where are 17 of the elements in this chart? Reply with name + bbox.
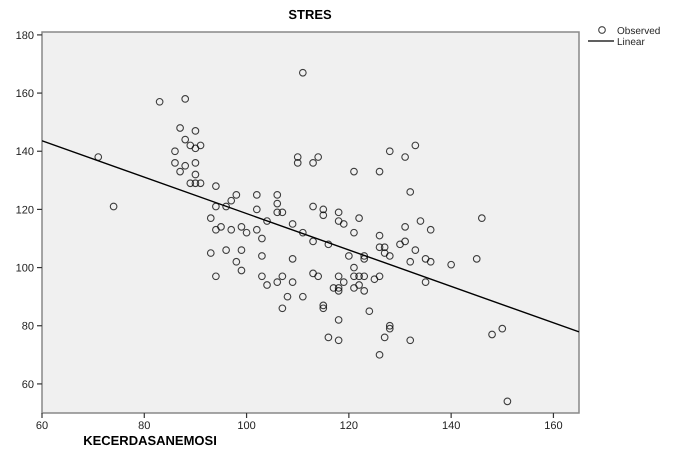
x-axis-title: KECERDASANEMOSI	[83, 433, 217, 448]
y-tick-label: 80	[22, 320, 34, 333]
chart-title: STRES	[288, 7, 332, 22]
x-tick-label: 120	[340, 420, 358, 432]
x-tick-label: 60	[36, 420, 48, 432]
x-tick-label: 140	[442, 420, 460, 432]
y-tick-label: 140	[16, 146, 34, 158]
y-tick-label: 160	[16, 88, 34, 100]
y-tick-label: 100	[16, 262, 34, 275]
x-tick-label: 80	[138, 420, 150, 432]
y-tick-label: 180	[16, 30, 34, 42]
x-tick-label: 100	[237, 420, 256, 432]
x-tick-label: 160	[544, 420, 563, 432]
y-tick-label: 60	[22, 378, 34, 391]
legend-label: Observed	[617, 26, 660, 37]
y-tick-label: 120	[16, 204, 34, 216]
legend-label: Linear	[617, 37, 646, 48]
